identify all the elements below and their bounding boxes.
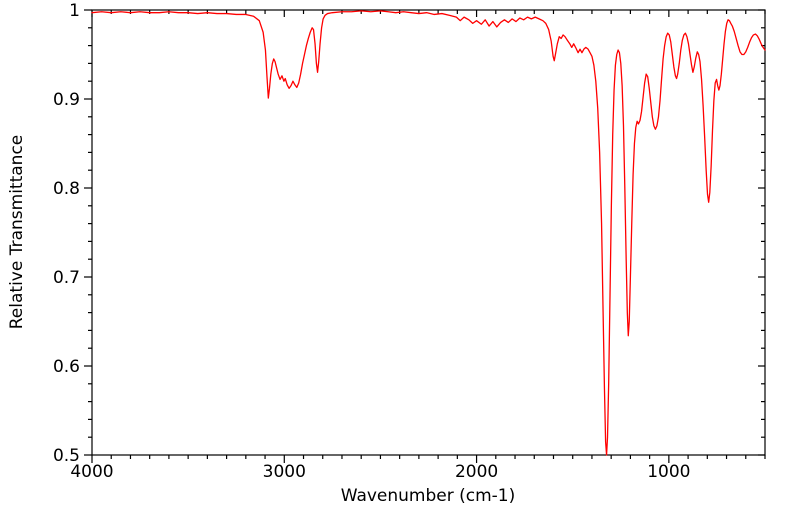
y-axis-title: Relative Transmittance: [7, 135, 27, 330]
x-tick-label: 1000: [647, 462, 690, 482]
x-tick-label: 4000: [70, 462, 113, 482]
y-tick-label: 1: [69, 1, 80, 21]
axis-ticks: [84, 9, 766, 463]
plot-frame: [91, 9, 766, 456]
y-tick-label: 0.8: [53, 179, 80, 199]
y-tick-label: 0.7: [53, 268, 80, 288]
axis-tick-labels: 4000 3000 2000 1000 0.5 0.6 0.7 0.8 0.9 1: [53, 1, 691, 482]
x-axis-title: Wavenumber (cm-1): [341, 486, 516, 506]
x-tick-label: 2000: [455, 462, 498, 482]
y-tick-label: 0.9: [53, 90, 80, 110]
y-tick-label: 0.5: [53, 446, 80, 466]
spectrum-trace: [91, 10, 766, 456]
y-tick-label: 0.6: [53, 357, 80, 377]
x-tick-label: 3000: [263, 462, 306, 482]
